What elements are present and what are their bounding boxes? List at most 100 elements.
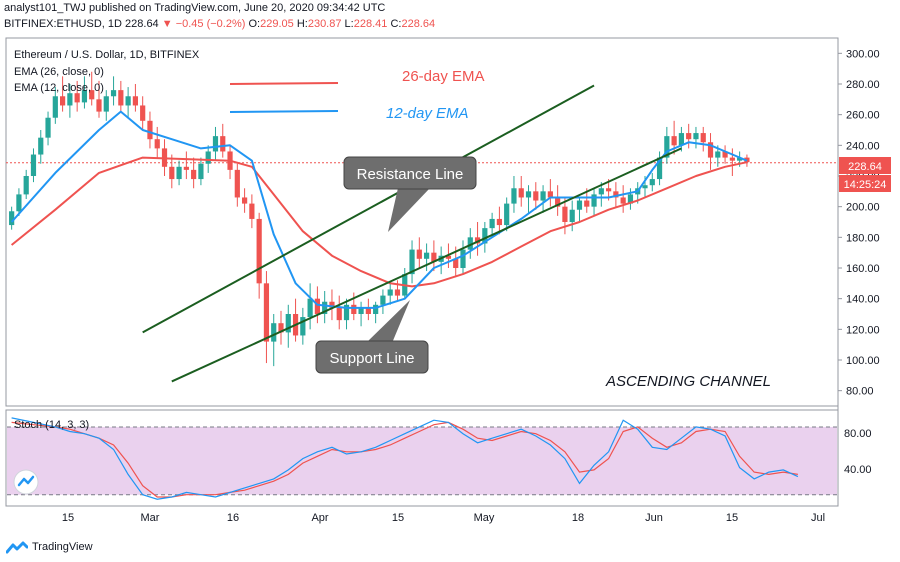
candle-body bbox=[482, 228, 488, 244]
time-axis-tick: Mar bbox=[141, 512, 160, 524]
candle-body bbox=[416, 249, 422, 259]
candle-body bbox=[547, 191, 553, 198]
candle-body bbox=[518, 188, 524, 198]
time-axis-tick: 18 bbox=[572, 512, 584, 524]
support-callout bbox=[315, 340, 429, 374]
close-value: 228.64 bbox=[401, 18, 436, 30]
open-value: 229.05 bbox=[260, 18, 294, 30]
candle-body bbox=[474, 237, 481, 244]
candle-body bbox=[424, 252, 430, 259]
time-axis-tick: Jun bbox=[645, 512, 663, 524]
candle-body bbox=[394, 289, 401, 296]
tradingview-logo-icon bbox=[6, 541, 28, 554]
candle-body bbox=[533, 191, 539, 201]
candle-body bbox=[81, 90, 88, 103]
candle-body bbox=[234, 169, 240, 198]
stoch-d-line bbox=[11, 421, 798, 498]
change-arrow-icon: ▼ bbox=[161, 18, 173, 30]
ema26-annotation: 26-day EMA bbox=[402, 68, 485, 85]
candle-body bbox=[140, 105, 146, 121]
candle-body bbox=[89, 90, 95, 100]
candle-body bbox=[715, 151, 721, 158]
candle-body bbox=[60, 96, 66, 106]
candle-body bbox=[169, 166, 175, 180]
candle-body bbox=[132, 96, 138, 106]
low-value: 228.41 bbox=[353, 18, 388, 30]
candle-body bbox=[489, 218, 495, 229]
candle-body bbox=[198, 163, 204, 180]
candle-body bbox=[300, 317, 306, 336]
time-axis-tick: 15 bbox=[392, 512, 404, 524]
candle-body bbox=[67, 93, 73, 106]
price-axis-tick: 260.00 bbox=[846, 110, 880, 122]
candle-body bbox=[336, 307, 342, 321]
candle-body bbox=[74, 93, 80, 103]
candle-body bbox=[322, 301, 328, 314]
candle-body bbox=[562, 206, 568, 222]
candle-body bbox=[191, 169, 197, 180]
stoch-tick-40: 40.00 bbox=[844, 464, 872, 476]
candle-body bbox=[671, 136, 677, 146]
chart-title: Ethereum / U.S. Dollar, 1D, BITFINEX bbox=[14, 49, 200, 61]
ema26-legend: EMA (26, close, 0) bbox=[14, 66, 104, 78]
price-axis-tick: 240.00 bbox=[846, 140, 880, 152]
candle-body bbox=[693, 133, 699, 140]
last-price-tag bbox=[839, 157, 891, 174]
candle-body bbox=[649, 179, 655, 186]
candle-body bbox=[525, 191, 532, 198]
candle-body bbox=[96, 99, 102, 112]
symbol-label: BITFINEX:ETHUSD, 1D bbox=[4, 18, 122, 30]
countdown-tag bbox=[839, 175, 891, 192]
ema12-line bbox=[10, 110, 748, 309]
candle-body bbox=[23, 176, 29, 195]
price-axis-tick: 80.00 bbox=[846, 386, 874, 398]
time-axis-tick: Apr bbox=[311, 512, 328, 524]
candle-body bbox=[722, 151, 728, 158]
candle-body bbox=[9, 211, 15, 226]
candle-body bbox=[38, 137, 44, 155]
stoch-k-line bbox=[11, 417, 799, 500]
candle-body bbox=[351, 304, 357, 314]
candle-body bbox=[220, 136, 226, 152]
resistance-line bbox=[142, 84, 595, 334]
time-axis-tick: Jul bbox=[811, 512, 825, 524]
candle-body bbox=[314, 298, 320, 314]
ema26-sample-line bbox=[229, 82, 339, 85]
high-label: H: bbox=[296, 18, 308, 30]
candle-body bbox=[496, 218, 502, 226]
candle-body bbox=[591, 194, 597, 207]
tradingview-brand[interactable]: TradingView bbox=[6, 540, 93, 554]
candle-body bbox=[613, 191, 619, 198]
candle-body bbox=[45, 117, 51, 138]
candle-body bbox=[700, 133, 706, 143]
candle-body bbox=[445, 255, 452, 259]
candle-body bbox=[365, 307, 371, 314]
candle-body bbox=[329, 301, 335, 308]
candle-body bbox=[154, 139, 160, 149]
candle-body bbox=[212, 136, 219, 152]
support-line bbox=[171, 147, 682, 383]
candle-body bbox=[729, 157, 735, 161]
candle-body bbox=[263, 283, 270, 342]
candle-body bbox=[642, 185, 648, 189]
stoch-legend: Stoch (14, 3, 3) bbox=[14, 419, 89, 431]
candle-body bbox=[373, 304, 379, 314]
stoch-band bbox=[7, 426, 837, 495]
price-axis-tick: 280.00 bbox=[846, 79, 880, 91]
high-value: 230.87 bbox=[307, 18, 342, 30]
candle-body bbox=[678, 133, 684, 146]
close-label: C: bbox=[390, 18, 402, 30]
candle-body bbox=[584, 200, 590, 207]
candle-body bbox=[110, 90, 117, 97]
price-axis-tick: 300.00 bbox=[846, 48, 880, 60]
candle-body bbox=[453, 258, 459, 268]
last-price-tag-value: 228.64 bbox=[848, 161, 882, 173]
candle-body bbox=[183, 166, 189, 170]
candle-body bbox=[606, 188, 612, 192]
candle-body bbox=[569, 209, 575, 222]
candle-body bbox=[16, 194, 22, 212]
candle-body bbox=[598, 188, 604, 195]
candle-body bbox=[118, 90, 124, 106]
pattern-label: ASCENDING CHANNEL bbox=[605, 373, 771, 390]
